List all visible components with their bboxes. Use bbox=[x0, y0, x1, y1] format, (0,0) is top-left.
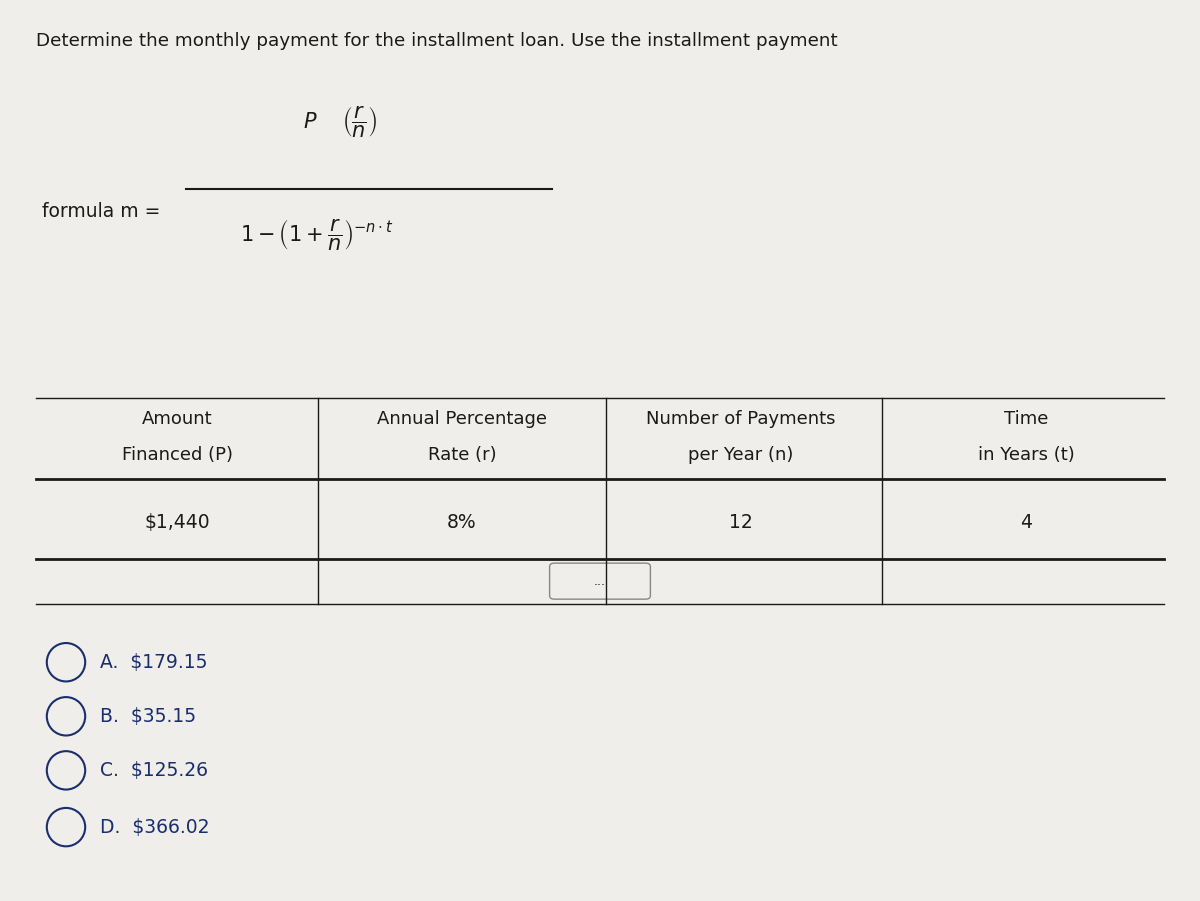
Text: A.  $179.15: A. $179.15 bbox=[100, 652, 208, 672]
Text: Annual Percentage: Annual Percentage bbox=[377, 410, 547, 428]
Text: $\left(\dfrac{r}{n}\right)$: $\left(\dfrac{r}{n}\right)$ bbox=[342, 105, 377, 139]
Text: Number of Payments: Number of Payments bbox=[646, 410, 835, 428]
FancyBboxPatch shape bbox=[550, 563, 650, 599]
Text: C.  $125.26: C. $125.26 bbox=[100, 760, 208, 780]
Text: per Year (n): per Year (n) bbox=[688, 446, 793, 464]
Text: B.  $35.15: B. $35.15 bbox=[100, 706, 196, 726]
Text: $1-\left(1+\dfrac{r}{n}\right)^{-n \cdot t}$: $1-\left(1+\dfrac{r}{n}\right)^{-n \cdot… bbox=[240, 217, 394, 251]
Text: Determine the monthly payment for the installment loan. Use the installment paym: Determine the monthly payment for the in… bbox=[36, 32, 838, 50]
Text: 12: 12 bbox=[728, 513, 752, 532]
Text: in Years (t): in Years (t) bbox=[978, 446, 1074, 464]
Text: 8%: 8% bbox=[448, 513, 476, 532]
Text: Financed (P): Financed (P) bbox=[122, 446, 233, 464]
Text: 4: 4 bbox=[1020, 513, 1032, 532]
Text: $P$: $P$ bbox=[304, 112, 318, 132]
Text: ...: ... bbox=[594, 575, 606, 587]
Text: Time: Time bbox=[1004, 410, 1048, 428]
Text: D.  $366.02: D. $366.02 bbox=[100, 817, 209, 837]
Text: $1,440: $1,440 bbox=[145, 513, 210, 532]
Text: Rate (r): Rate (r) bbox=[427, 446, 497, 464]
Text: formula m =: formula m = bbox=[42, 202, 161, 222]
Text: Amount: Amount bbox=[143, 410, 212, 428]
